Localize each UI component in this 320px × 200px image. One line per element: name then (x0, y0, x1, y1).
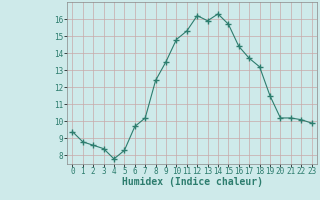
X-axis label: Humidex (Indice chaleur): Humidex (Indice chaleur) (122, 177, 262, 187)
